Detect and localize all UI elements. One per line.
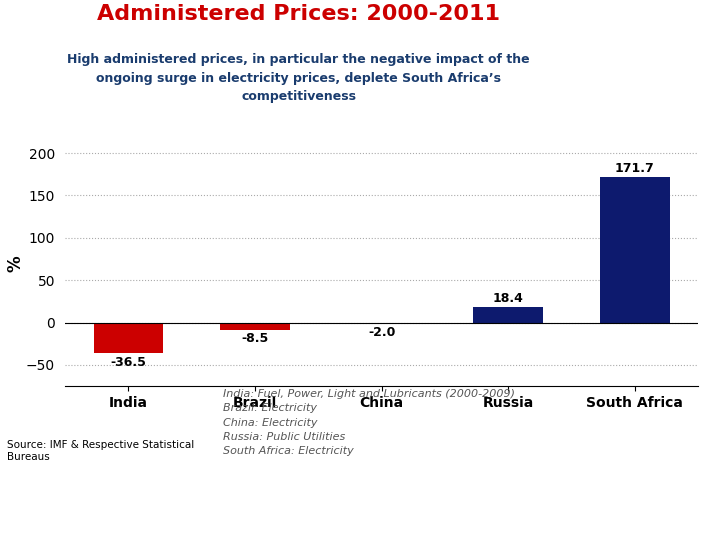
Bar <box>600 177 670 322</box>
Text: 171.7: 171.7 <box>615 162 654 175</box>
Bar <box>94 322 163 354</box>
Bar <box>473 307 543 322</box>
Bar <box>347 322 416 324</box>
Text: -8.5: -8.5 <box>241 332 269 345</box>
Text: Source: IMF & Respective Statistical
Bureaus: Source: IMF & Respective Statistical Bur… <box>7 440 194 462</box>
Text: High administered prices, in particular the negative impact of the
ongoing surge: High administered prices, in particular … <box>68 53 530 103</box>
Text: India: Fuel, Power, Light and Lubricants (2000-2009)
Brazil: Electricity
China: : India: Fuel, Power, Light and Lubricants… <box>223 389 516 456</box>
Bar <box>220 322 290 330</box>
Y-axis label: %: % <box>6 255 24 272</box>
Text: -36.5: -36.5 <box>110 356 146 369</box>
Text: Slide # 10: Slide # 10 <box>328 514 392 527</box>
Text: 18.4: 18.4 <box>492 292 523 305</box>
Text: Administered Prices: 2000-2011: Administered Prices: 2000-2011 <box>97 4 500 24</box>
Text: -2.0: -2.0 <box>368 326 395 339</box>
